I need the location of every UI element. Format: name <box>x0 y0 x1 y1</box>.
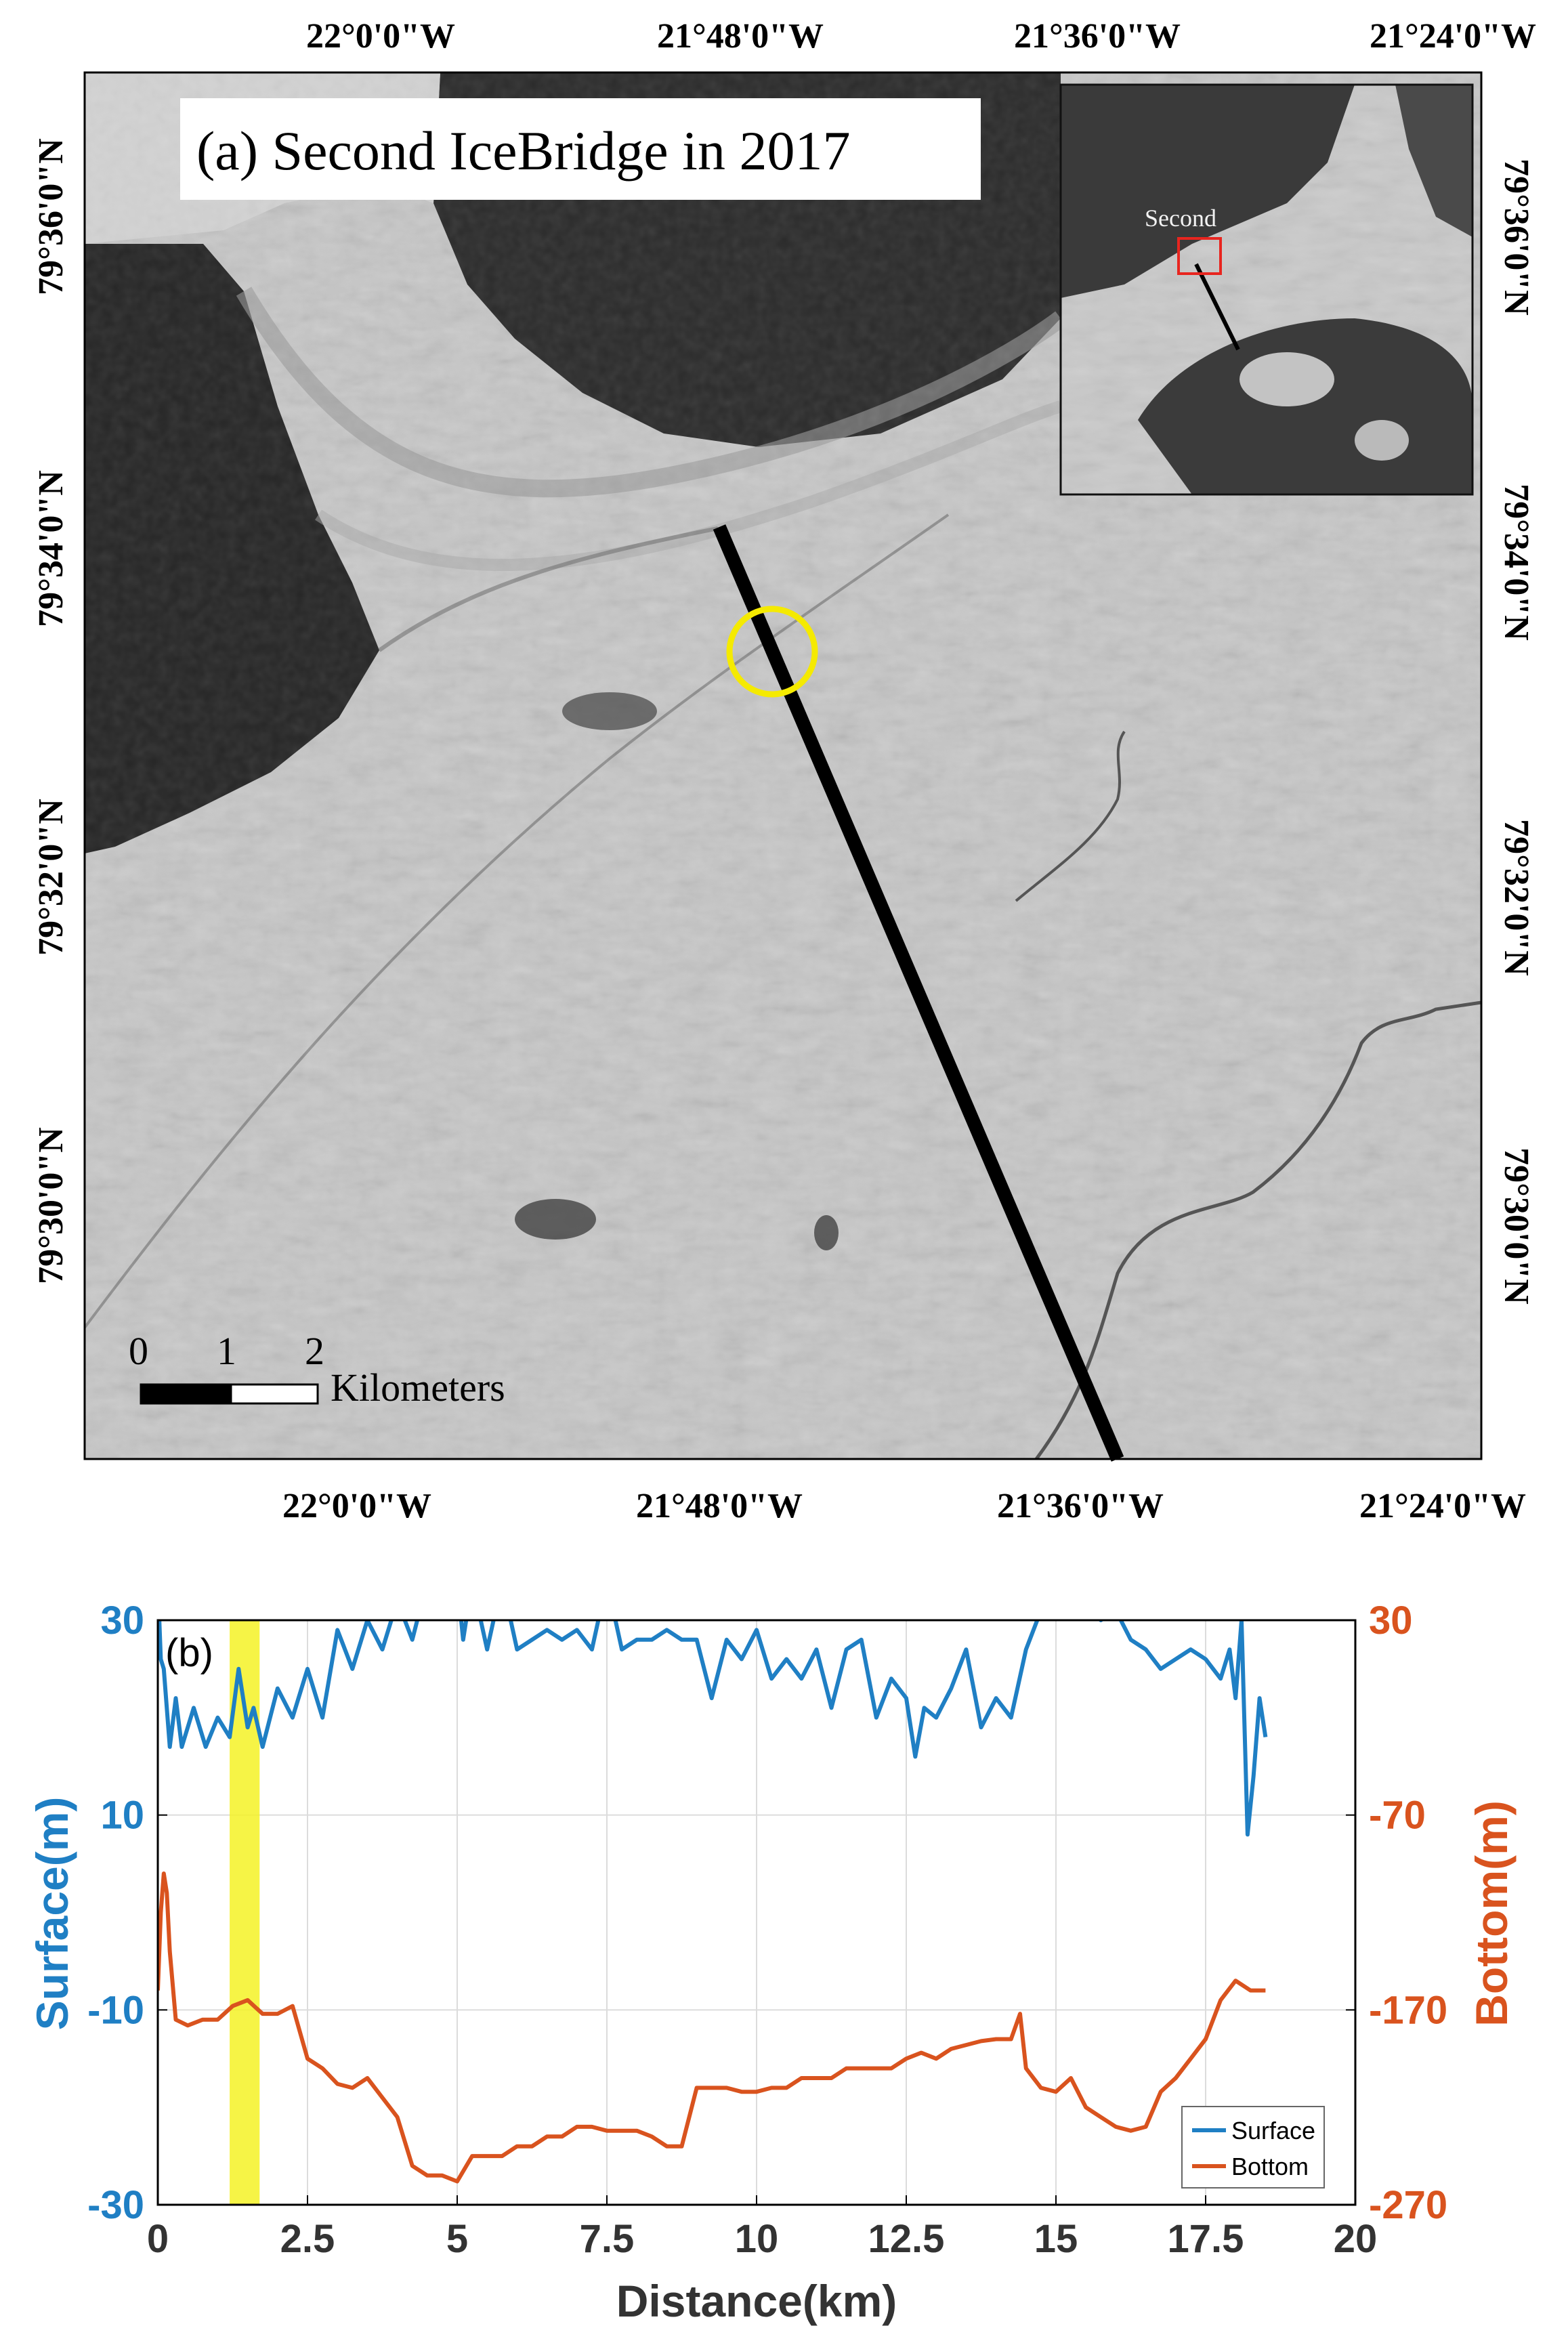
inset-label: Second <box>1145 205 1216 232</box>
lat-tick-left-4: 79°30'0"N <box>32 1127 70 1284</box>
y-right-tick-label: -70 <box>1369 1794 1426 1838</box>
legend: Surface Bottom <box>1181 2106 1325 2189</box>
lon-tick-bottom-3: 21°36'0"W <box>997 1487 1164 1525</box>
panel-b-label: (b) <box>165 1631 213 1675</box>
map-panel: (a) Second IceBridge in 2017 Second <box>32 17 1536 1525</box>
profile-chart: 0 2.5 5 7.5 10 12.5 15 17.5 20 30 10 -10 -30 30 -70 -17… <box>27 1599 1517 2326</box>
x-tick-label: 20 <box>1334 2217 1378 2261</box>
lon-ticks-top: 22°0'0"W 21°48'0"W 21°36'0"W 21°24'0"W <box>306 17 1536 56</box>
grid-lines <box>158 1620 1355 2205</box>
lon-tick-top-3: 21°36'0"W <box>1014 17 1181 56</box>
lon-tick-bottom-4: 21°24'0"W <box>1359 1487 1526 1525</box>
series-line-bottom <box>158 1872 1266 2184</box>
x-tick-label: 15 <box>1034 2217 1078 2261</box>
inset-frame <box>1059 83 1474 496</box>
x-tick-label: 2.5 <box>280 2217 335 2261</box>
y-right-tick-label: -170 <box>1369 1988 1447 2032</box>
x-tick-label: 0 <box>147 2217 169 2261</box>
map-frame <box>83 71 1483 1460</box>
scalebar-tick-0: 0 <box>129 1329 148 1373</box>
lat-tick-left-1: 79°36'0"N <box>32 138 70 295</box>
map-title: (a) Second IceBridge in 2017 <box>196 120 850 182</box>
y-axis-label-right: Bottom(m) <box>1466 1800 1517 2027</box>
x-tick-label: 10 <box>735 2217 779 2261</box>
flight-track-line <box>713 524 1124 1462</box>
legend-box <box>1181 2106 1325 2189</box>
x-tick-label: 17.5 <box>1168 2217 1244 2261</box>
inset-map: Second <box>1059 83 1474 496</box>
yellow-circle-marker <box>726 606 818 698</box>
lat-tick-right-4: 79°30'0"N <box>1497 1147 1535 1305</box>
inset-location-box <box>1177 237 1222 275</box>
scalebar-tick-1: 1 <box>217 1329 236 1373</box>
y-left-tick-label: -10 <box>87 1988 144 2032</box>
lat-ticks-right: 79°36'0"N 79°34'0"N 79°32'0"N 79°30'0"N <box>1497 158 1535 1305</box>
scalebar-unit: Kilometers <box>331 1366 505 1410</box>
y-left-tick-label: 30 <box>100 1599 144 1643</box>
x-tick-label: 7.5 <box>580 2217 635 2261</box>
lon-ticks-bottom: 22°0'0"W 21°48'0"W 21°36'0"W 21°24'0"W <box>282 1487 1526 1525</box>
lat-ticks-left: 79°36'0"N 79°34'0"N 79°32'0"N 79°30'0"N <box>32 138 70 1284</box>
lat-tick-right-3: 79°32'0"N <box>1497 819 1535 976</box>
lon-tick-top-4: 21°24'0"W <box>1370 17 1536 56</box>
x-axis-label: Distance(km) <box>616 2276 897 2326</box>
lon-tick-bottom-2: 21°48'0"W <box>636 1487 803 1525</box>
scalebar-tick-2: 2 <box>305 1329 324 1373</box>
scalebar: 0 1 2 Kilometers <box>129 1329 505 1410</box>
lon-tick-top-1: 22°0'0"W <box>306 17 455 56</box>
y-left-tick-label: -30 <box>87 2183 144 2227</box>
x-tick-label: 12.5 <box>868 2217 945 2261</box>
series-line-surface <box>158 1620 1268 1837</box>
y-right-tick-label: -270 <box>1369 2183 1447 2227</box>
y-axis-label-left: Surface(m) <box>27 1797 77 2031</box>
legend-label-surface: Surface <box>1231 2117 1315 2144</box>
axis-ticks: 0 2.5 5 7.5 10 12.5 15 17.5 20 30 10 -10 -30 30 -70 -17… <box>87 1599 1447 2261</box>
lat-tick-left-3: 79°32'0"N <box>32 799 70 956</box>
lat-tick-right-2: 79°34'0"N <box>1497 484 1535 641</box>
lat-tick-left-2: 79°34'0"N <box>32 470 70 627</box>
legend-label-bottom: Bottom <box>1231 2153 1309 2180</box>
map-title-box <box>180 98 981 200</box>
series-lines <box>158 1620 1268 2184</box>
x-tick-label: 5 <box>446 2217 468 2261</box>
lat-tick-right-1: 79°36'0"N <box>1497 158 1535 316</box>
lon-tick-top-2: 21°48'0"W <box>657 17 824 56</box>
y-right-tick-label: 30 <box>1369 1599 1413 1643</box>
y-left-tick-label: 10 <box>100 1794 144 1838</box>
lon-tick-bottom-1: 22°0'0"W <box>282 1487 431 1525</box>
